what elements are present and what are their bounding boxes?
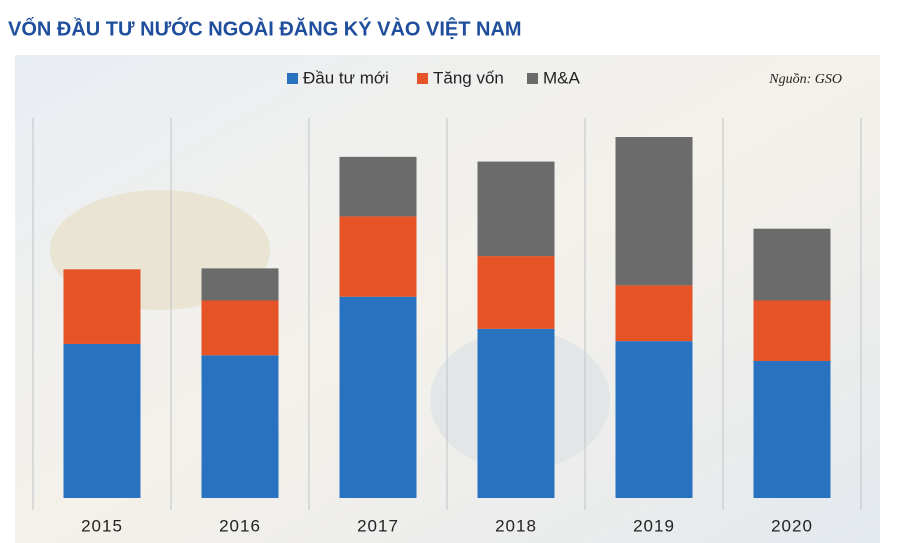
bar-segment bbox=[63, 269, 141, 344]
bar-segment bbox=[201, 300, 279, 356]
x-tick-label: 2020 bbox=[771, 516, 813, 535]
legend-label: Đầu tư mới bbox=[303, 68, 389, 87]
chart-title: VỐN ĐẦU TƯ NƯỚC NGOÀI ĐĂNG KÝ VÀO VIỆT N… bbox=[8, 16, 522, 40]
bar-segment bbox=[753, 360, 831, 498]
bar-segment bbox=[477, 256, 555, 329]
bar-segment bbox=[63, 343, 141, 498]
legend-swatch bbox=[527, 73, 538, 84]
bar-segment bbox=[339, 216, 417, 297]
legend-swatch bbox=[287, 73, 298, 84]
bar-segment bbox=[339, 296, 417, 498]
legend-label: Tăng vốn bbox=[433, 68, 504, 87]
bar-segment bbox=[477, 328, 555, 498]
x-tick-label: 2015 bbox=[81, 516, 123, 535]
bar-segment bbox=[339, 156, 417, 217]
source-note: Nguồn: GSO bbox=[768, 72, 842, 87]
x-tick-label: 2016 bbox=[219, 516, 261, 535]
bar-segment bbox=[615, 341, 693, 498]
bar-segment bbox=[615, 285, 693, 342]
x-tick-label: 2017 bbox=[357, 516, 399, 535]
legend-label: M&A bbox=[543, 68, 581, 87]
bar-segment bbox=[477, 161, 555, 257]
bar-segment bbox=[201, 268, 279, 301]
x-tick-label: 2019 bbox=[633, 516, 675, 535]
bar-segment bbox=[615, 137, 693, 286]
bar-segment bbox=[201, 355, 279, 498]
bar-segment bbox=[753, 300, 831, 361]
bar-segment bbox=[753, 228, 831, 301]
x-tick-label: 2018 bbox=[495, 516, 537, 535]
legend-swatch bbox=[417, 73, 428, 84]
